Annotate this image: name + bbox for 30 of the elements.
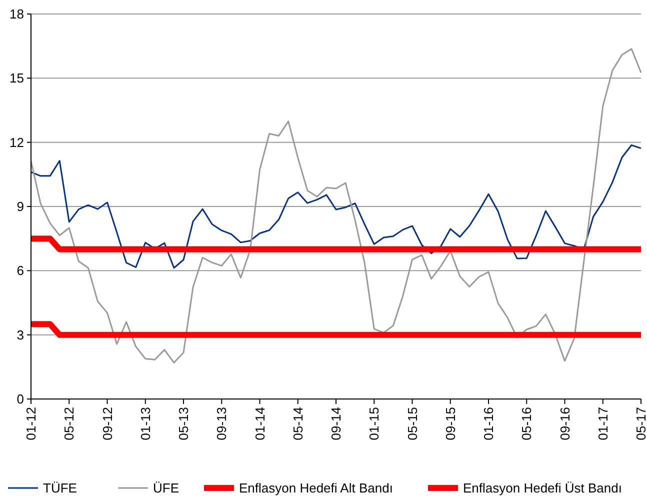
y-tick-label: 18 [10, 6, 24, 22]
x-tick-label: 05-12 [62, 407, 77, 440]
x-tick-label: 01-13 [138, 407, 153, 440]
legend-label: Enflasyon Hedefi Üst Bandı [463, 480, 622, 496]
x-tick-label: 01-12 [24, 407, 39, 440]
x-tick-label: 09-12 [100, 407, 115, 440]
x-tick-label: 05-15 [404, 407, 420, 440]
y-tick-label: 12 [10, 134, 24, 150]
y-tick-label: 0 [16, 392, 24, 407]
x-tick-label: 01-16 [481, 407, 496, 440]
x-tick-label: 01-15 [366, 407, 382, 440]
legend-label: TÜFE [43, 480, 78, 496]
y-tick-label: 9 [16, 199, 24, 214]
y-tick-label: 15 [10, 70, 24, 86]
x-tick-label: 05-17 [634, 407, 647, 440]
x-tick-label: 09-15 [442, 407, 458, 440]
line-series [30, 144, 642, 269]
x-tick-label: 01-17 [595, 407, 610, 440]
y-tick-label: 3 [16, 327, 24, 342]
x-tick-label: 05-14 [290, 407, 306, 440]
line-series [30, 48, 642, 364]
legend-label: Enflasyon Hedefi Alt Bandı [239, 480, 393, 496]
x-tick-label: 09-16 [557, 407, 572, 440]
x-tick-label: 05-13 [176, 407, 192, 440]
x-tick-label: 01-14 [252, 407, 268, 440]
legend-label: ÜFE [153, 480, 180, 496]
x-tick-label: 09-13 [214, 407, 230, 440]
x-tick-label: 05-16 [519, 407, 534, 440]
y-tick-label: 6 [16, 263, 24, 278]
x-tick-label: 09-14 [328, 407, 344, 440]
